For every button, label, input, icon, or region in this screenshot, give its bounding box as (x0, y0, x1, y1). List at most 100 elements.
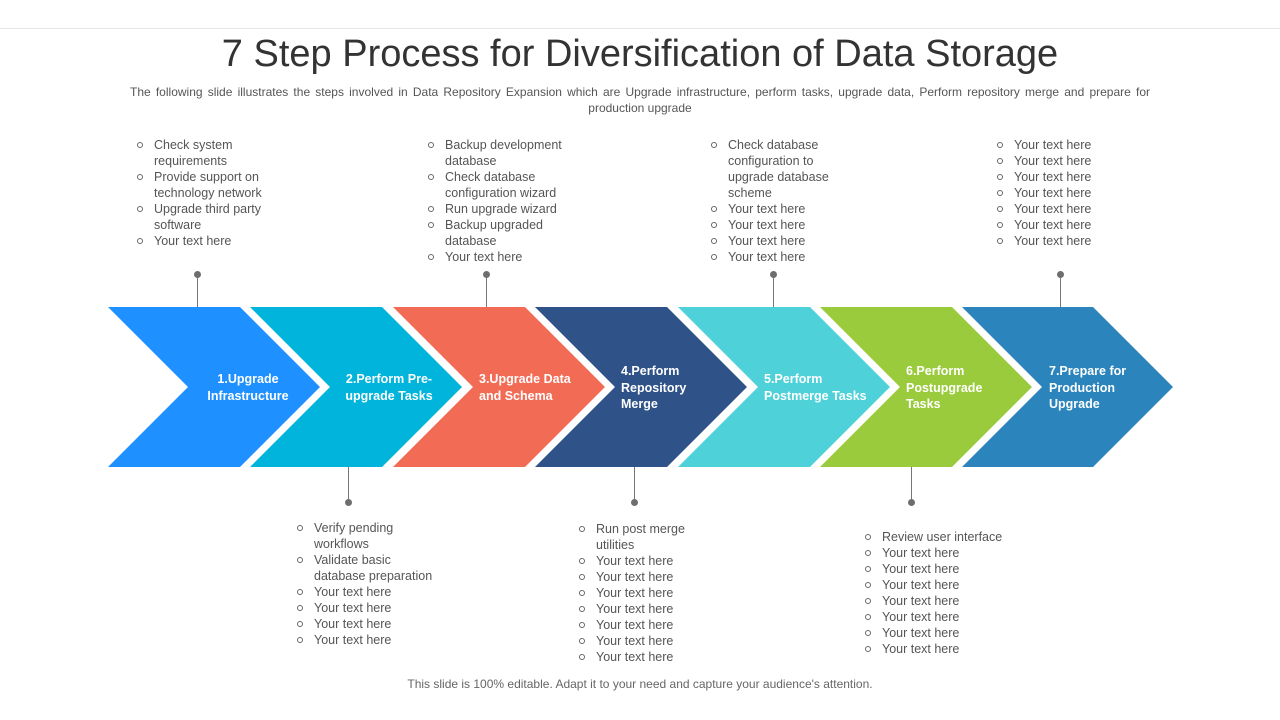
step-4-bullets: Run post merge utilities Your text here You… (578, 521, 708, 665)
step-6-label: 6.Perform Postupgrade Tasks (906, 363, 1006, 413)
bullet-item: technology network (154, 186, 262, 200)
bullet-item: Your text here (864, 641, 1034, 657)
bullet-item: Your text here (296, 584, 466, 600)
bullet-item: Your text here (996, 201, 1126, 217)
chevron-step-4 (535, 307, 747, 467)
bullet-item: Your text here (578, 553, 708, 569)
chevron-step-5 (678, 307, 890, 467)
step-1-connector (197, 275, 198, 307)
bullet-item: upgrade database (728, 170, 829, 184)
step-1-label: 1.Upgrade Infrastructure (196, 371, 300, 404)
step-3-label: 3.Upgrade Data and Schema (479, 371, 591, 404)
step-1-label-line: 1.Upgrade (217, 372, 279, 386)
step-5-label-line: 5.Perform (764, 372, 823, 386)
step-4-label-line: 4.Perform (621, 364, 680, 378)
bullet-item: Your text here (996, 217, 1126, 233)
bullet-item: Your text here (427, 249, 587, 265)
step-6-label-line: Postupgrade (906, 380, 983, 395)
bullet-item: database (445, 154, 497, 168)
bullet-item: Your text here (578, 617, 708, 633)
bullet-item: utilities (596, 538, 635, 552)
bullet-item: Your text here (864, 609, 1034, 625)
bullet-item: Backup development (427, 137, 587, 153)
bullet-item: Your text here (864, 625, 1034, 641)
step-7-label-line: 7.Prepare for (1049, 364, 1127, 378)
step-5-connector (773, 275, 774, 307)
bullet-item: database (445, 234, 497, 248)
bullet-item: Run upgrade wizard (427, 201, 587, 217)
bullet-item: Check system (136, 137, 286, 153)
bullet-item: Your text here (296, 616, 466, 632)
step-1-connector-dot (194, 271, 201, 278)
step-6-label-line: Tasks (906, 397, 941, 411)
bullet-item: Your text here (996, 185, 1126, 201)
step-7-connector (1060, 275, 1061, 307)
bullet-item: Your text here (710, 201, 860, 217)
step-5-label: 5.Perform Postmerge Tasks (764, 371, 884, 404)
step-2-label-line: 2.Perform Pre- (345, 372, 433, 386)
step-7-label-line: Upgrade (1049, 397, 1100, 411)
bullet-item: scheme (728, 186, 772, 200)
bullet-item: Your text here (864, 577, 1034, 593)
step-1-bullets: Check system requirements Provide support … (136, 137, 286, 249)
step-7-bullets: Your text here Your text here Your text he… (996, 137, 1126, 249)
step-2-label: 2.Perform Pre- upgrade Tasks (334, 371, 444, 404)
step-7-label-line: Production (1049, 380, 1115, 395)
step-5-label-line: Postmerge Tasks (764, 388, 867, 403)
step-6-label-line: 6.Perform (906, 364, 965, 378)
step-2-label-line: upgrade Tasks (345, 388, 433, 403)
bullet-item: Your text here (710, 217, 860, 233)
bullet-item: database preparation (314, 569, 433, 583)
step-2-bullets: Verify pending workflows Validate basic dat… (296, 520, 466, 648)
bullet-item: Your text here (136, 233, 286, 249)
bullet-item: Your text here (578, 649, 708, 665)
step-4-label-line: Repository (621, 380, 687, 395)
page-subtitle: The following slide illustrates the step… (130, 85, 1150, 115)
chevron-step-7 (962, 307, 1173, 467)
step-2-connector (348, 467, 349, 502)
bullet-item: Provide support on (136, 169, 286, 185)
step-3-bullets: Backup development database Check database… (427, 137, 587, 265)
bullet-item: Your text here (864, 593, 1034, 609)
page-title: 7 Step Process for Diversification of Da… (221, 33, 1059, 75)
chevron-step-6 (820, 307, 1032, 467)
chevron-step-3 (393, 307, 605, 467)
bullet-item: Your text here (996, 233, 1126, 249)
step-7-connector-dot (1057, 271, 1064, 278)
bullet-item: requirements (154, 154, 227, 168)
step-7-label: 7.Prepare for Production Upgrade (1049, 363, 1149, 413)
step-4-connector-dot (631, 499, 638, 506)
step-5-connector-dot (770, 271, 777, 278)
bullet-item: configuration to (728, 154, 814, 168)
bullet-item: workflows (314, 537, 369, 551)
bullet-item: Backup upgraded (427, 217, 587, 233)
bullet-item: Your text here (296, 632, 466, 648)
step-3-label-line: and Schema (479, 388, 553, 403)
bullet-item: Your text here (864, 561, 1034, 577)
bullet-item: software (154, 218, 202, 232)
step-3-connector (486, 275, 487, 307)
step-2-connector-dot (345, 499, 352, 506)
bullet-item: Verify pending (296, 520, 466, 536)
top-divider (0, 28, 1280, 29)
bullet-item: Validate basic (296, 552, 466, 568)
step-6-connector-dot (908, 499, 915, 506)
step-3-label-line: 3.Upgrade Data (479, 372, 571, 386)
bullet-item: Your text here (996, 137, 1126, 153)
step-6-bullets: Review user interface Your text here Your … (864, 529, 1034, 657)
bullet-item: Your text here (578, 601, 708, 617)
bullet-item: configuration wizard (445, 186, 557, 200)
bullet-item: Your text here (578, 569, 708, 585)
bullet-item: Your text here (864, 545, 1034, 561)
bullet-item: Check database (710, 137, 860, 153)
bullet-item: Your text here (578, 585, 708, 601)
step-6-connector (911, 467, 912, 502)
step-4-label-line: Merge (621, 397, 658, 411)
step-1-label-line: Infrastructure (207, 388, 289, 403)
step-5-bullets: Check database configuration to upgrade da… (710, 137, 860, 265)
step-4-label: 4.Perform Repository Merge (621, 363, 721, 413)
bullet-item: Your text here (710, 249, 860, 265)
bullet-item: Your text here (996, 153, 1126, 169)
bullet-item: Upgrade third party (136, 201, 286, 217)
